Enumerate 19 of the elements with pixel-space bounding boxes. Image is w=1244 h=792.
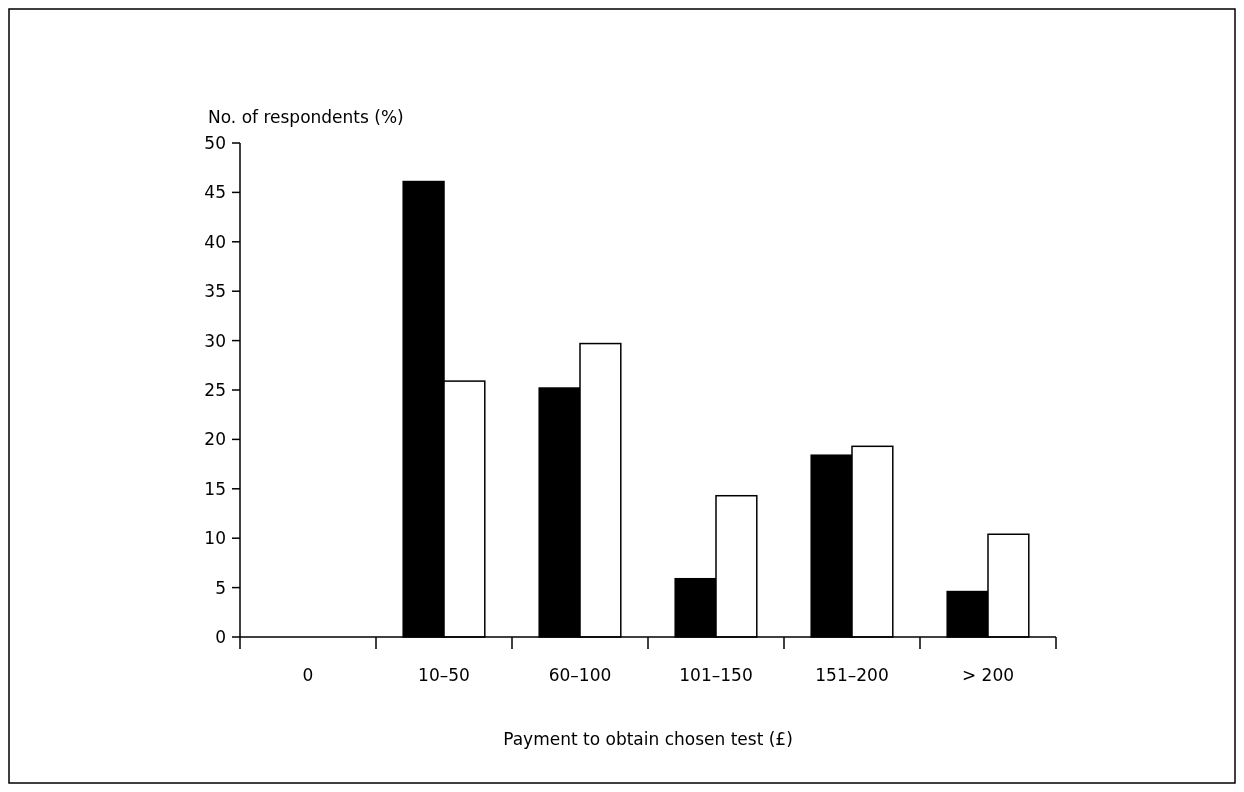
x-tick-label: 0 <box>302 665 314 685</box>
y-axis-title: No. of respondents (%) <box>208 107 404 127</box>
y-tick-label: 40 <box>204 231 226 252</box>
y-tick-label: 5 <box>215 577 226 598</box>
y-tick-label: 10 <box>204 528 226 549</box>
y-tick-label: 20 <box>204 429 226 450</box>
y-tick-label: 30 <box>204 330 226 351</box>
x-tick-label: 10–50 <box>418 665 470 685</box>
y-tick-label: 25 <box>204 379 226 400</box>
y-tick-label: 35 <box>204 281 226 302</box>
y-tick-label: 0 <box>215 626 226 647</box>
x-tick-label: 60–100 <box>548 665 612 685</box>
y-tick-label: 45 <box>204 182 226 203</box>
x-tick-label: 151–200 <box>815 665 889 685</box>
x-axis-title: Payment to obtain chosen test (£) <box>503 729 793 749</box>
x-tick-label: > 200 <box>961 665 1015 685</box>
y-tick-label: 15 <box>204 478 226 499</box>
x-tick-label: 101–150 <box>679 665 753 685</box>
y-tick-label: 50 <box>204 132 226 153</box>
